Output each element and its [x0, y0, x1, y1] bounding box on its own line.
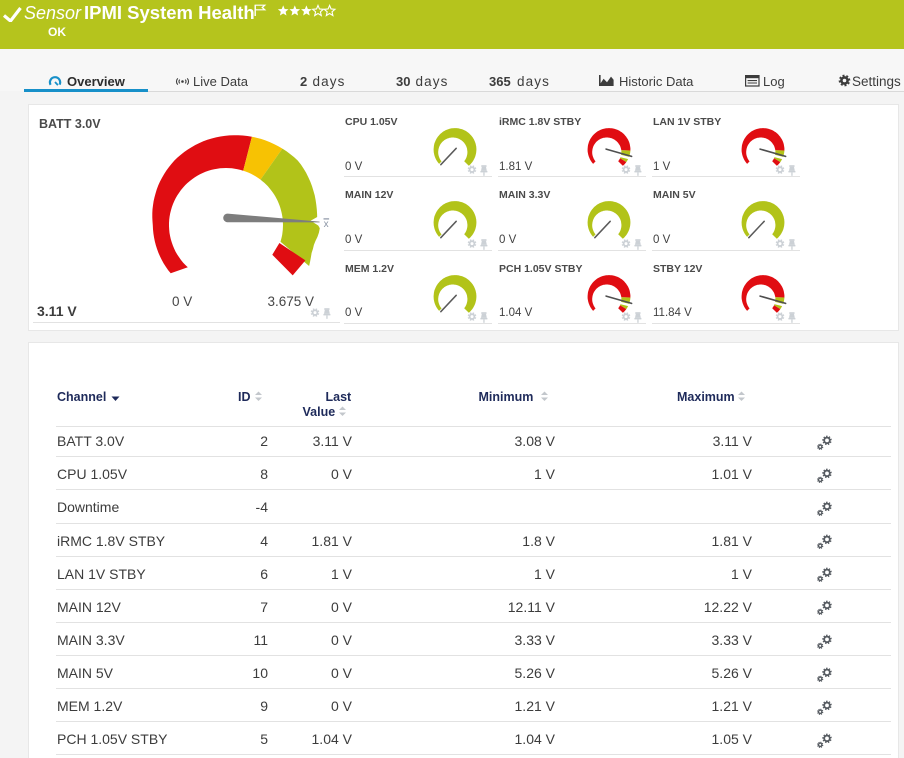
svg-text:x: x [324, 219, 329, 230]
